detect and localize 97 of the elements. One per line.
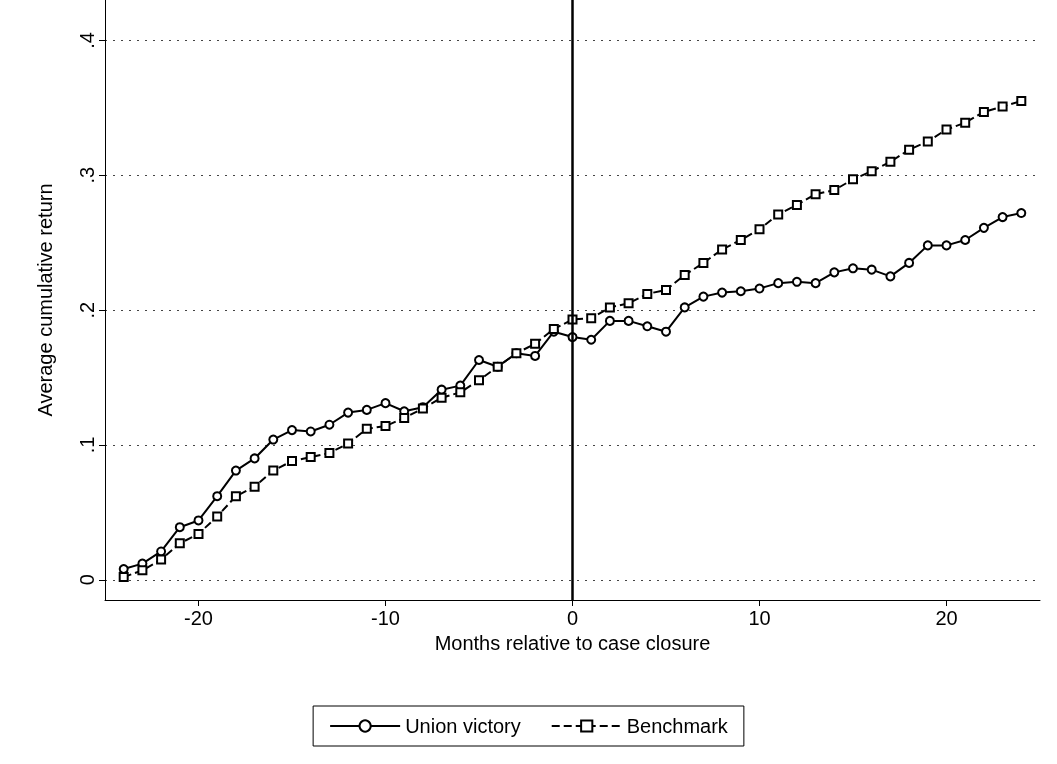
point [922,240,933,251]
point [941,124,952,135]
point [791,199,802,210]
legend-label: Union victory [405,715,521,737]
point [361,423,372,434]
point [380,421,391,432]
point [941,240,952,251]
point [212,491,223,502]
y-tick-label: .3 [76,166,98,184]
point [997,101,1008,112]
point [642,321,653,332]
point [604,315,615,326]
point [698,257,709,268]
point [249,453,260,464]
point [866,166,877,177]
point [978,106,989,117]
point [679,302,690,313]
point [268,465,279,476]
point [679,270,690,281]
y-tick-label: 0 [76,574,98,586]
point [287,425,297,436]
point [754,224,765,235]
point [343,407,354,418]
point [287,456,297,467]
point [922,136,933,147]
x-tick-label: -10 [371,607,400,629]
point [829,185,840,196]
legend-label: Benchmark [626,715,729,737]
point [324,448,335,459]
point [773,278,784,289]
point [642,288,653,299]
point [717,287,728,298]
point [735,235,746,245]
point [717,244,728,255]
point [249,481,260,492]
point [193,515,204,526]
point [848,174,858,185]
point [343,438,354,449]
x-tick-label: -20 [184,607,213,629]
point [810,189,821,200]
point [904,144,915,155]
point [604,302,615,313]
point [810,278,821,289]
point [137,565,148,576]
point [230,491,241,502]
x-tick-label: 20 [935,607,958,629]
point [885,271,896,282]
point [1016,96,1027,107]
point [305,452,316,463]
point [661,284,671,295]
point [698,291,709,302]
point [1016,208,1027,219]
point [380,398,391,409]
point [530,338,541,349]
point [230,465,241,476]
point [960,235,971,245]
point [735,286,746,297]
point [530,350,541,361]
x-tick-label: 0 [566,607,579,629]
point [866,264,877,275]
point [623,298,634,309]
point [156,554,167,565]
point [399,412,410,423]
point [174,538,185,549]
point [661,326,671,337]
point [455,387,466,398]
point [305,426,316,437]
point [268,434,279,445]
point [586,334,597,345]
point [586,313,597,324]
point [623,315,634,326]
point [511,348,522,359]
y-tick-label: .2 [76,301,98,319]
y-tick-label: .4 [76,32,98,49]
point [474,375,484,386]
point [212,511,223,522]
point [829,267,840,278]
point [754,283,765,294]
point [174,522,185,533]
point [904,257,915,268]
point [773,209,784,220]
x-axis-title: Months relative to case closure [434,631,711,654]
y-axis-title: Average cumulative return [34,183,56,417]
point [474,355,484,365]
point [848,263,858,274]
point [324,419,335,430]
point [436,392,447,403]
point [193,528,204,539]
x-tick-label: 10 [748,607,771,629]
point [960,117,971,128]
point [791,276,802,287]
point [118,572,129,583]
point [997,212,1008,223]
y-tick-label: .1 [76,436,98,454]
point [885,156,896,167]
point [978,222,989,233]
point [361,404,372,415]
